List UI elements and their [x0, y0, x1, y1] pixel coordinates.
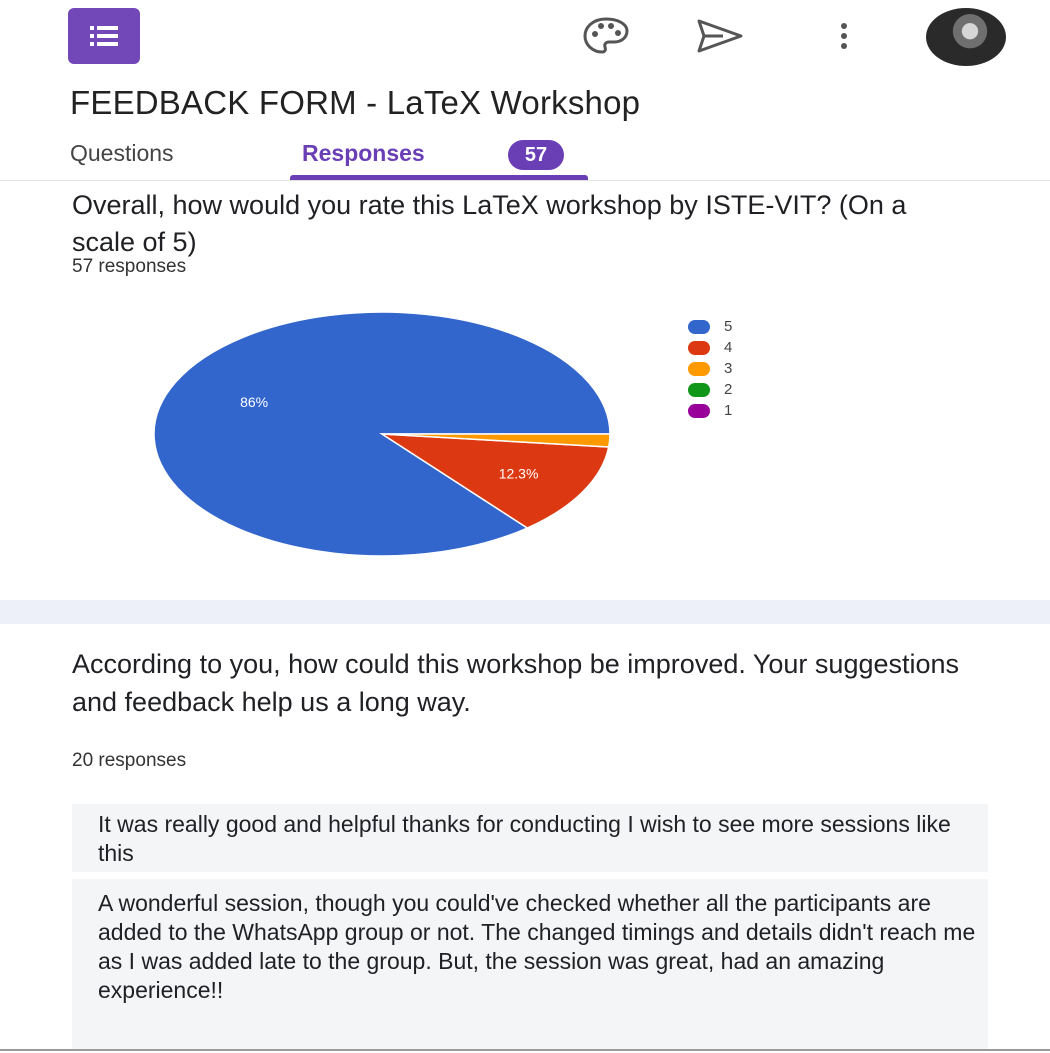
pie-slice-4[interactable] — [379, 433, 610, 529]
pie-slice-3[interactable] — [381, 433, 611, 448]
legend-label: 4 — [724, 339, 733, 356]
user-avatar[interactable] — [926, 8, 1006, 66]
more-vert-icon[interactable] — [836, 14, 852, 58]
palette-icon[interactable] — [580, 14, 632, 58]
tab-questions[interactable]: Questions — [70, 140, 174, 166]
response-count: 57 responses — [72, 256, 187, 277]
question-title: Overall, how would you rate this LaTeX w… — [72, 190, 907, 257]
rating-pie-chart[interactable]: 86% 12.3% — [140, 310, 620, 570]
top-bar — [0, 0, 1050, 80]
responses-count-badge: 57 — [508, 140, 564, 170]
text-response: It was really good and helpful thanks fo… — [72, 804, 988, 872]
pie-data-label-5: 86% — [240, 394, 268, 410]
card-separator — [0, 600, 1050, 624]
bottom-divider — [0, 1049, 1050, 1051]
text-response: A wonderful session, though you could've… — [72, 879, 988, 1049]
response-count: 20 responses — [72, 750, 187, 771]
legend-label: 5 — [724, 318, 733, 335]
legend-swatch — [688, 320, 710, 334]
forms-list-icon — [90, 26, 118, 46]
legend-label: 3 — [724, 360, 733, 377]
legend-label: 1 — [724, 402, 733, 419]
question-title: According to you, how could this worksho… — [72, 649, 960, 717]
tab-responses[interactable]: Responses — [302, 140, 425, 166]
tab-divider — [0, 180, 1050, 181]
legend-swatch — [688, 362, 710, 376]
legend-swatch — [688, 404, 710, 418]
forms-app-icon[interactable] — [68, 8, 140, 64]
legend-label: 2 — [724, 381, 733, 398]
form-title: FEEDBACK FORM - LaTeX Workshop — [70, 84, 641, 121]
legend-swatch — [688, 383, 710, 397]
active-tab-indicator — [290, 175, 588, 180]
legend-swatch — [688, 341, 710, 355]
pie-data-label-4: 12.3% — [499, 465, 539, 481]
send-icon[interactable] — [693, 14, 747, 58]
